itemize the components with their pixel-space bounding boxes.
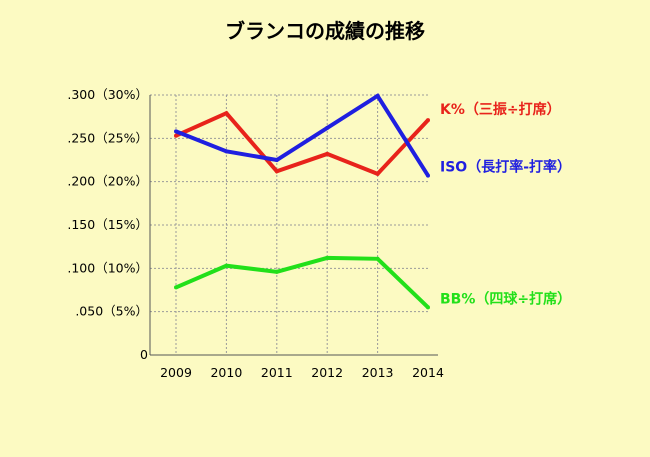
data-point bbox=[274, 158, 279, 162]
y-tick-label: .250（25%） bbox=[67, 130, 148, 145]
x-tick-label: 2011 bbox=[261, 365, 293, 380]
data-point bbox=[274, 269, 279, 274]
data-point bbox=[274, 169, 279, 174]
data-point bbox=[174, 133, 178, 138]
x-tick-label: 2014 bbox=[412, 365, 444, 380]
data-point bbox=[325, 255, 330, 260]
data-point bbox=[426, 118, 430, 123]
data-point bbox=[174, 285, 178, 290]
x-tick-label: 2010 bbox=[210, 365, 242, 380]
data-point bbox=[224, 263, 229, 268]
legend-label: K%（三振÷打席） bbox=[440, 101, 561, 118]
data-point bbox=[325, 151, 330, 156]
legend-label: BB%（四球÷打席） bbox=[440, 290, 571, 307]
series-lines bbox=[174, 93, 430, 310]
legend-label: ISO（長打率-打率） bbox=[440, 159, 571, 176]
series-line bbox=[175, 93, 430, 177]
axes bbox=[149, 95, 438, 356]
chart-title: ブランコの成績の推移 bbox=[225, 19, 425, 43]
data-point bbox=[375, 93, 380, 98]
y-tick-label: 0 bbox=[140, 347, 148, 362]
data-point bbox=[325, 125, 330, 130]
legend: K%（三振÷打席） ISO（長打率-打率） BB%（四球÷打席） bbox=[440, 101, 571, 307]
x-tick-label: 2009 bbox=[160, 365, 192, 380]
data-point bbox=[426, 173, 430, 178]
series-line bbox=[175, 110, 430, 177]
data-point bbox=[174, 129, 178, 134]
y-tick-label: .300（30%） bbox=[67, 87, 148, 102]
data-point bbox=[224, 111, 229, 116]
x-tick-label: 2013 bbox=[362, 365, 394, 380]
data-point bbox=[375, 171, 380, 176]
data-point bbox=[426, 305, 430, 310]
y-tick-label: .100（10%） bbox=[67, 260, 148, 275]
data-point bbox=[224, 149, 229, 154]
series-line bbox=[175, 255, 430, 309]
data-point bbox=[375, 256, 380, 261]
x-tick-label: 2012 bbox=[311, 365, 343, 380]
y-tick-label: .050（5%） bbox=[75, 304, 148, 319]
tick-labels: 0 .050（5%） .100（10%） .150（15%） .200（20%） .250… bbox=[67, 87, 444, 380]
y-tick-label: .150（15%） bbox=[67, 217, 148, 232]
grid bbox=[150, 94, 430, 355]
y-tick-label: .200（20%） bbox=[67, 174, 148, 189]
